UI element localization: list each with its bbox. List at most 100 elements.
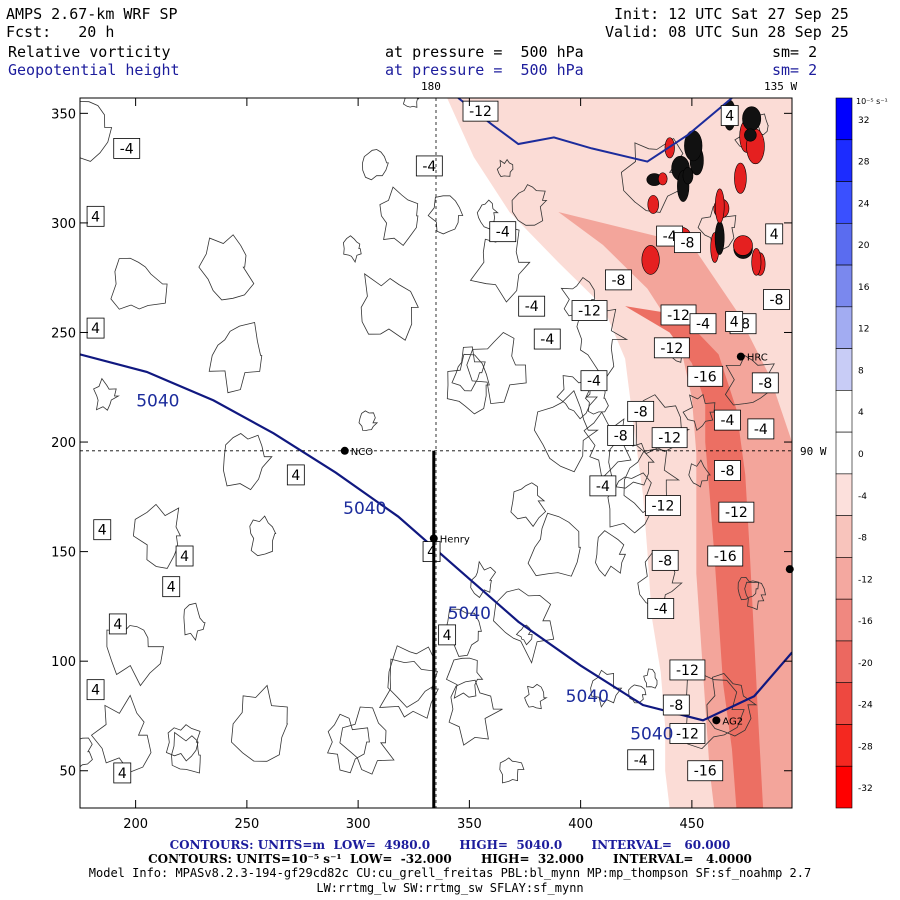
vorticity-contour [198,234,255,301]
colorbar: 32 28 24 20 16 12 8 4 0 -4 -8 -12 -16 -20 -24 -28 -32 10⁻… [835,97,888,809]
vorticity-label-box [462,100,499,122]
station-name: HRC [747,353,768,364]
vorticity-label-box [438,624,457,646]
lon-135w-label: 135 W [764,80,798,93]
vorticity-contour [576,306,629,381]
vorticity-label: -8 [674,232,701,254]
x-tick-label: 300 [346,817,371,832]
vorticity-label: 4 [720,105,739,126]
vorticity-label-text: -8 [634,404,648,420]
vorticity-label-text: 4 [770,227,779,243]
field-height: Geopotential height [8,61,180,79]
height-label: 5040 [343,499,386,519]
vorticity-label: -4 [489,221,517,243]
plot-frame [79,97,793,809]
vorticity-label-text: -8 [720,464,734,480]
vorticity-contour [493,588,555,664]
vorticity-label: -4 [647,598,675,619]
vorticity-contour [706,673,758,737]
x-tick-label: 200 [123,817,148,832]
strong-vorticity-cell [714,220,725,255]
vorticity-label: -16 [687,365,724,387]
vorticity-contour [379,186,419,246]
vorticity-label: -8 [651,549,679,571]
colorbar-swatch [835,473,853,516]
vorticity-contour [466,332,527,405]
valid-time: Valid: 08 UTC Sun 28 Sep 25 [605,23,849,41]
station-dot [736,352,745,361]
vorticity-contour [470,560,497,599]
vorticity-contour [165,724,201,762]
pressure-level-vorticity: at pressure = 500 hPa [385,43,584,61]
vorticity-contour [445,657,484,699]
vorticity-label-box [113,138,141,159]
vorticity-contour [511,184,548,226]
colorbar-level: -4 [858,492,867,502]
vorticity-label-box [714,460,741,481]
colorbar-swatch [835,222,853,266]
vorticity-contour [80,101,113,162]
vorticity-label-box [674,232,701,254]
vorticity-label-box [286,464,305,486]
station-name: Henry [440,534,470,545]
vorticity-label-box [653,337,690,359]
colorbar-swatch [835,640,853,684]
vorticity-label-box [669,723,706,744]
vorticity-label: 4 [86,679,105,701]
vorticity-label: -8 [627,400,655,422]
vorticity-contour [510,482,547,528]
vorticity-contour [93,377,120,411]
colorbar-level: 4 [858,408,864,418]
vorticity-label-box [533,328,561,350]
vorticity-label-text: -12 [658,431,681,447]
colorbar-swatch [835,598,853,642]
station-name: NCO [351,447,373,458]
vorticity-label: 4 [113,762,132,784]
colorbar-level: -32 [858,784,873,794]
colorbar-level: 16 [858,283,870,293]
vorticity-label-text: -4 [696,317,710,333]
colorbar-level: 8 [858,366,864,376]
vorticity-label-text: -8 [680,236,694,252]
vorticity-contour [643,668,658,689]
vorticity-label-text: 4 [725,109,734,125]
vorticity-contour [230,684,289,762]
vorticity-label-text: -4 [120,141,134,157]
vorticity-label-box [175,545,194,567]
vorticity-label-text: 4 [91,209,100,225]
vorticity-label-text: -4 [496,225,510,241]
vorticity-label-box [162,576,181,598]
vorticity-label-text: 4 [113,617,122,633]
colorbar-level: -28 [858,742,873,752]
vorticity-label-box [725,311,744,332]
vorticity-label-box [108,613,127,635]
vorticity-label-text: 4 [91,683,100,699]
vorticity-label-text: -12 [676,663,699,679]
pressure-level-height: at pressure = 500 hPa [385,61,584,79]
vorticity-label: -12 [653,337,690,359]
vorticity-label-box [651,549,679,571]
model-info: Model Info: MPASv8.2.3-194-gf29cd82c CU:… [88,866,812,880]
colorbar-swatch [835,390,853,433]
vorticity-label: 4 [422,541,441,563]
x-tick-label: 350 [457,817,482,832]
vorticity-label: 4 [438,624,457,646]
vorticity-label-box [93,519,112,541]
colorbar-level: 0 [858,450,864,460]
vorticity-contour [208,322,263,394]
height-contour-line [80,353,792,722]
vorticity-labels: -444-4-12-4-4-4-12-8-4 -8-12-12-4 -16-8-4-… [86,100,790,784]
vorticity-label: -16 [707,545,744,567]
vorticity-label-box [669,659,706,681]
vorticity-contour [448,679,503,746]
vorticity-label-text: -12 [725,505,748,521]
field-vorticity: Relative vorticity [8,43,171,61]
vorticity-label-box [86,205,105,227]
vorticity-contour [744,581,766,611]
vorticity-contour [327,713,370,774]
colorbar-level: -24 [858,701,873,711]
y-tick-label: 300 [51,217,76,232]
vorticity-label-text: 4 [427,545,436,561]
strong-vorticity-cell [714,188,725,224]
model-info-2: LW:rrtmg_lw SW:rrtmg_sw SFLAY:sf_mynn [316,881,584,895]
